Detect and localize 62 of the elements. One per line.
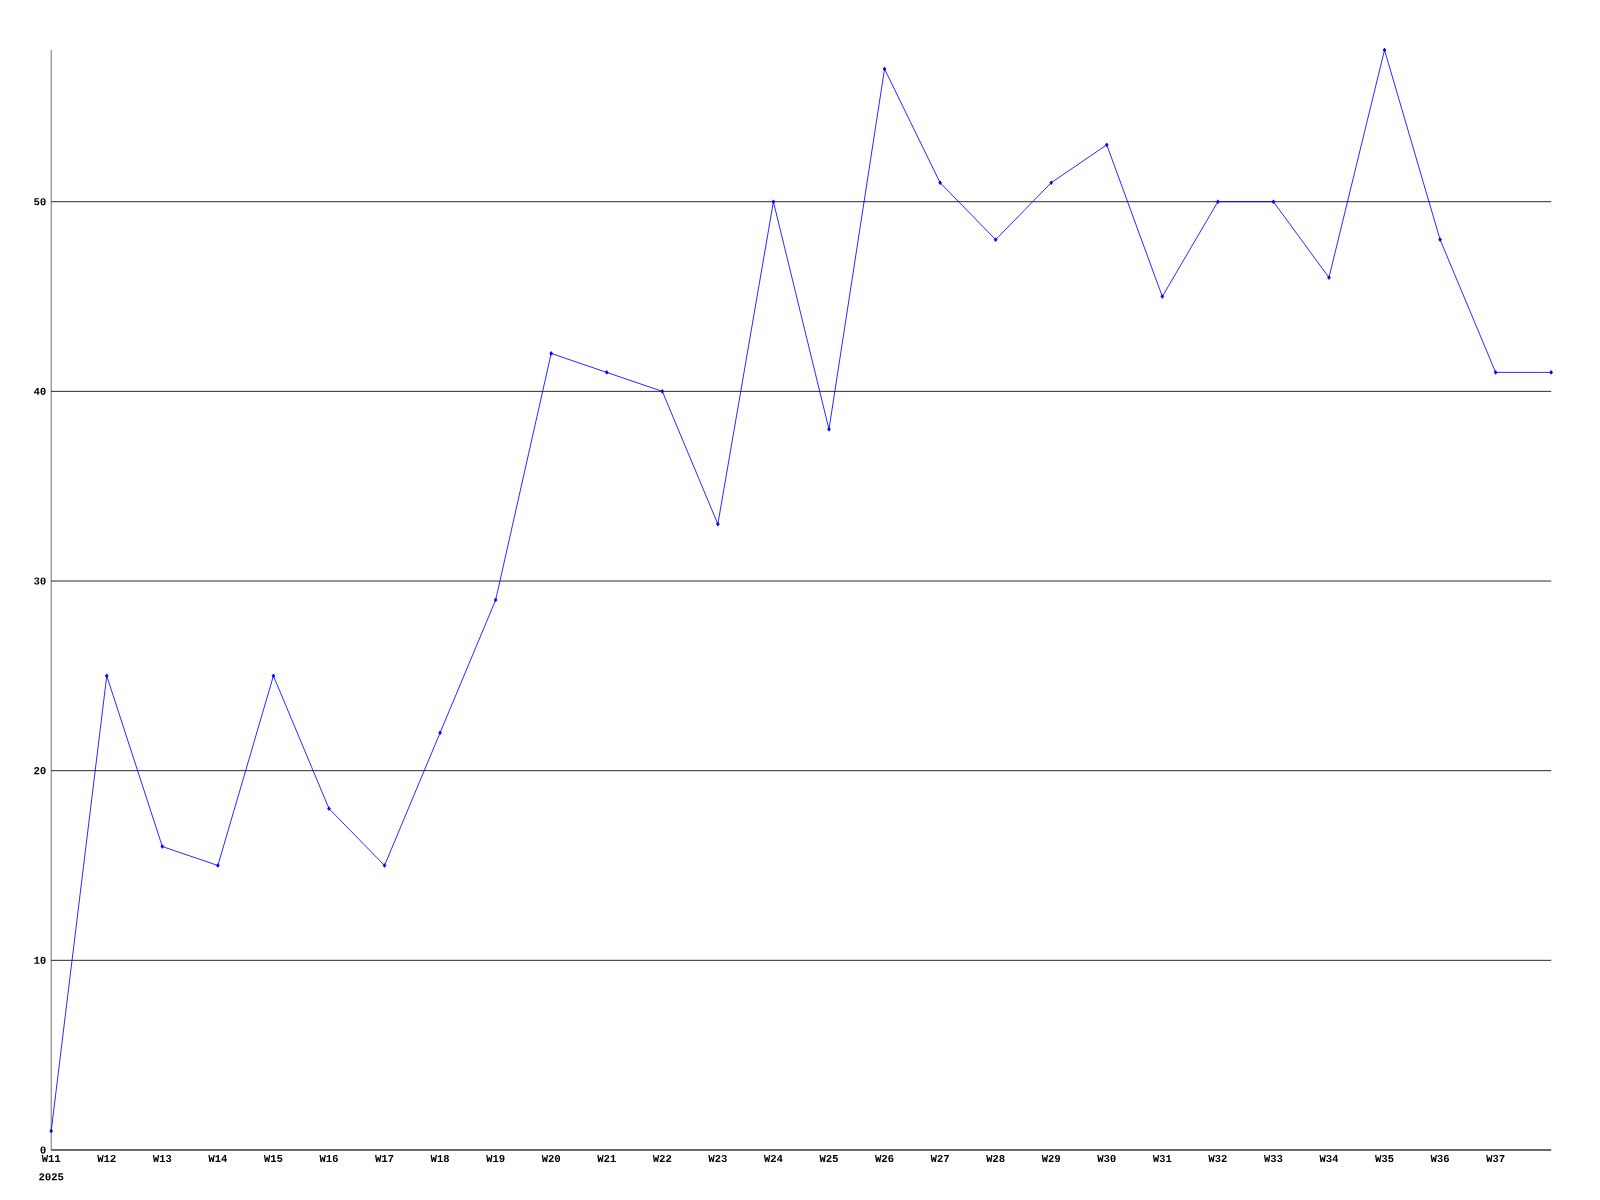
x-tick-label: W17: [375, 1154, 394, 1162]
point: [271, 673, 276, 679]
point: [1104, 142, 1109, 148]
point: [382, 863, 387, 868]
x-tick-label: W18: [430, 1154, 450, 1163]
x-tick-label: W27: [930, 1154, 949, 1162]
point: [1549, 370, 1553, 375]
x-tick-label: W13: [152, 1154, 172, 1163]
point: [993, 237, 998, 242]
point: [1049, 180, 1053, 185]
point: [160, 844, 165, 849]
point: [327, 806, 331, 811]
x-tick-label: W31: [1152, 1154, 1172, 1163]
x-tick-label: W36: [1430, 1154, 1449, 1163]
x-tick-label: W32: [1208, 1154, 1227, 1163]
x-tick-label: W28: [986, 1154, 1005, 1163]
point: [549, 351, 553, 356]
x-tick-label: W33: [1263, 1154, 1283, 1163]
point: [104, 673, 109, 679]
point: [1160, 294, 1165, 299]
x-tick-label: W29: [1041, 1154, 1061, 1163]
x-tick-label: W25: [819, 1154, 838, 1163]
x-tick-label: W15: [263, 1154, 283, 1163]
point: [1327, 275, 1331, 280]
y-tick-label: 10: [34, 956, 46, 964]
point: [882, 66, 887, 72]
point: [771, 199, 776, 204]
point: [938, 180, 942, 185]
point: [49, 1128, 53, 1134]
x-tick-label: W30: [1097, 1154, 1116, 1163]
x-tick-label: W21: [597, 1154, 616, 1162]
y-tick-label: 30: [34, 577, 46, 585]
point: [1216, 199, 1220, 204]
x-tick-label: W16: [319, 1154, 338, 1163]
x-tick-label: W23: [708, 1154, 727, 1163]
point: [493, 597, 498, 603]
x-tick-label: W12: [97, 1154, 116, 1162]
point: [716, 521, 720, 527]
x-tick-label: W19: [486, 1154, 505, 1163]
point: [438, 730, 442, 735]
x-tick-label: W24: [763, 1154, 783, 1162]
point: [660, 389, 665, 394]
point: [216, 863, 220, 868]
point: [604, 370, 609, 375]
point: [1271, 199, 1276, 204]
x-tick-label: W11: [41, 1154, 61, 1162]
point: [827, 427, 831, 432]
x-tick-label: W37: [1486, 1154, 1505, 1163]
x-tick-label: W14: [208, 1154, 228, 1162]
x-tick-label: W22: [652, 1154, 672, 1162]
x-tick-label: W20: [541, 1154, 561, 1163]
y-tick-label: 20: [34, 767, 46, 775]
y-tick-label: 0: [40, 1146, 46, 1154]
x-tick-label: W35: [1375, 1154, 1394, 1163]
text: 2025: [39, 1173, 64, 1181]
y-tick-label: 50: [34, 198, 46, 206]
x-tick-label: W34: [1319, 1154, 1339, 1163]
x-tick-label: W26: [875, 1154, 894, 1163]
point: [1493, 370, 1498, 375]
y-tick-label: 40: [33, 387, 46, 395]
point: [1438, 237, 1442, 242]
point: [1382, 47, 1387, 53]
